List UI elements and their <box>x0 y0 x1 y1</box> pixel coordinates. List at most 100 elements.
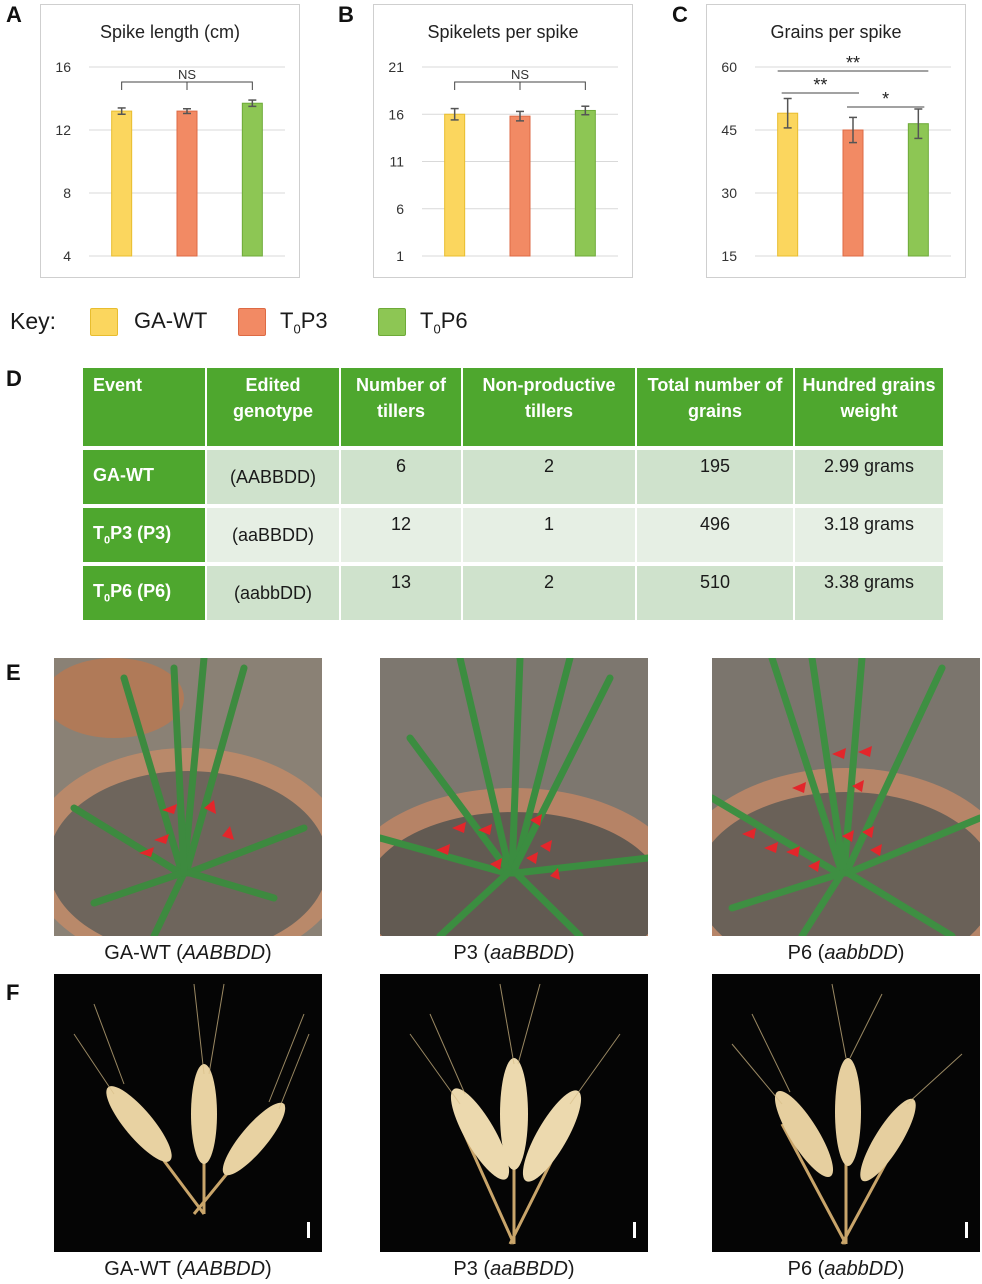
legend-label-t0p6: T0P6 <box>420 308 468 337</box>
caption-e-p3: P3 (aaBBDD) <box>453 942 575 964</box>
table-cell-genotype: (aaBBDD) <box>207 504 341 562</box>
legend-key: Key: GA-WT T0P3 T0P6 <box>0 300 982 344</box>
bar-ga-wt <box>444 113 466 257</box>
table-cell-event: T0P6 (P6) <box>83 562 207 620</box>
bar-t0p3 <box>509 115 531 257</box>
caption-e-p6: P6 (aabbDD) <box>787 942 905 964</box>
caption-f-p6: P6 (aabbDD) <box>787 1258 905 1280</box>
table-header-weight: Hundred grains weight <box>795 368 943 446</box>
bar-ga-wt <box>777 112 799 257</box>
y-tick-label: 6 <box>396 201 404 217</box>
table-header-grains: Total number of grains <box>637 368 795 446</box>
significance-label: ** <box>813 75 827 95</box>
table-cell-genotype: (AABBDD) <box>207 446 341 504</box>
table-header-row: Event Edited genotype Number of tillers … <box>83 368 943 446</box>
chart-title: Grains per spike <box>770 22 901 42</box>
table-cell-weight: 3.18 grams <box>795 504 943 562</box>
table-cell-event: GA-WT <box>83 446 207 504</box>
table-cell-weight: 3.38 grams <box>795 562 943 620</box>
photo-f-ga-wt <box>54 974 322 1252</box>
chart-title: Spikelets per spike <box>427 22 578 42</box>
bar-t0p3 <box>842 129 864 257</box>
table-row: T0P6 (P6) (aabbDD) 13 2 510 3.38 grams <box>83 562 943 620</box>
table-header-tillers: Number of tillers <box>341 368 463 446</box>
y-tick-label: 4 <box>63 248 71 264</box>
significance-label: * <box>882 89 889 109</box>
scale-bar <box>965 1222 968 1238</box>
y-tick-label: 21 <box>388 59 404 75</box>
y-tick-label: 12 <box>55 122 71 138</box>
legend-swatch-t0p3 <box>238 308 266 336</box>
significance-label: NS <box>511 67 529 82</box>
table-cell-tillers: 13 <box>341 562 463 620</box>
plant-pot-illustration <box>712 658 980 936</box>
table-cell-grains: 496 <box>637 504 795 562</box>
table-cell-tillers: 12 <box>341 504 463 562</box>
table-row: T0P3 (P3) (aaBBDD) 12 1 496 3.18 grams <box>83 504 943 562</box>
chart-spike-length: Spike length (cm) 4 8 12 16 NS <box>40 4 300 278</box>
y-tick-label: 1 <box>396 248 404 264</box>
legend-label-ga-wt: GA-WT <box>134 308 208 333</box>
chart-title: Spike length (cm) <box>100 22 240 42</box>
plant-pot-illustration <box>380 658 648 936</box>
table-cell-nonproductive: 2 <box>463 446 637 504</box>
bar-t0p3 <box>176 110 198 257</box>
table-cell-genotype: (aabbDD) <box>207 562 341 620</box>
caption-f-ga-wt: GA-WT (AABBDD) <box>104 1258 272 1280</box>
photo-f-p3 <box>380 974 648 1252</box>
legend-label-t0p3: T0P3 <box>280 308 328 337</box>
photo-f-p6 <box>712 974 980 1252</box>
tiller-arrow-icons <box>742 746 882 872</box>
table-cell-grains: 510 <box>637 562 795 620</box>
plant-pot-illustration <box>54 658 322 936</box>
y-tick-label: 15 <box>721 248 737 264</box>
y-tick-label: 45 <box>721 122 737 138</box>
scale-bar <box>633 1222 636 1238</box>
table-cell-grains: 195 <box>637 446 795 504</box>
panel-label-e: E <box>6 660 21 685</box>
bar-t0p6 <box>907 123 929 257</box>
y-tick-label: 60 <box>721 59 737 75</box>
y-tick-label: 30 <box>721 185 737 201</box>
y-tick-label: 16 <box>55 59 71 75</box>
panel-label-d: D <box>6 366 22 391</box>
table-header-nonproductive: Non-productive tillers <box>463 368 637 446</box>
wheat-spike-illustration <box>380 974 648 1252</box>
table-cell-weight: 2.99 grams <box>795 446 943 504</box>
bar-t0p6 <box>574 109 596 257</box>
table-cell-nonproductive: 1 <box>463 504 637 562</box>
scale-bar <box>307 1222 310 1238</box>
chart-svg-0: Spike length (cm) 4 8 12 16 NS <box>55 22 285 264</box>
legend-swatch-t0p6 <box>378 308 406 336</box>
table-header-genotype: Edited genotype <box>207 368 341 446</box>
table-cell-tillers: 6 <box>341 446 463 504</box>
table-cell-nonproductive: 2 <box>463 562 637 620</box>
caption-e-ga-wt: GA-WT (AABBDD) <box>104 942 272 964</box>
chart-grains-per-spike: Grains per spike 15 30 45 60 ** ** * <box>706 4 966 278</box>
photo-e-ga-wt <box>54 658 322 936</box>
chart-spikelets-per-spike: Spikelets per spike 1 6 11 16 21 NS <box>373 4 633 278</box>
significance-label: ** <box>846 53 860 73</box>
y-tick-label: 11 <box>389 154 404 170</box>
panel-label-f: F <box>6 980 20 1005</box>
y-tick-label: 16 <box>388 106 404 122</box>
wheat-spike-illustration <box>54 974 322 1252</box>
panel-label-c: C <box>672 2 688 27</box>
legend-key-title: Key: <box>10 308 57 334</box>
significance-label: NS <box>178 67 196 82</box>
caption-f-p3: P3 (aaBBDD) <box>453 1258 575 1280</box>
bar-t0p6 <box>241 102 263 257</box>
bar-ga-wt <box>111 110 133 257</box>
table-row: GA-WT (AABBDD) 6 2 195 2.99 grams <box>83 446 943 504</box>
wheat-spike-illustration <box>712 974 980 1252</box>
panel-label-b: B <box>338 2 354 27</box>
legend-swatch-ga-wt <box>90 308 118 336</box>
photo-e-p6 <box>712 658 980 936</box>
table-cell-event: T0P3 (P3) <box>83 504 207 562</box>
tiller-arrow-icons <box>436 814 560 880</box>
tiller-arrow-icons <box>139 800 234 857</box>
phenotype-table: Event Edited genotype Number of tillers … <box>83 368 943 620</box>
panel-label-a: A <box>6 2 22 27</box>
